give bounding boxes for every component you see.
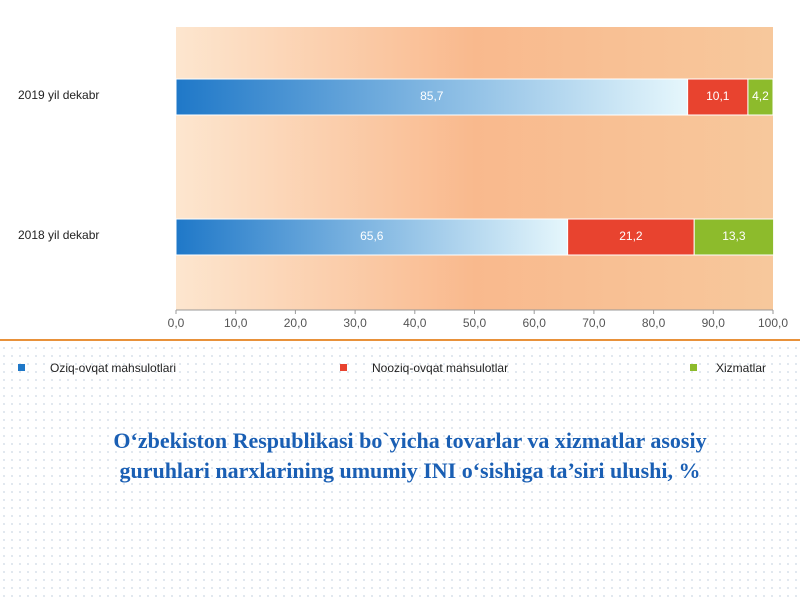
y-tick-label: 2019 yil dekabr <box>18 88 99 102</box>
x-tick-label: 90,0 <box>702 316 726 330</box>
x-tick-label: 80,0 <box>642 316 666 330</box>
x-tick-label: 60,0 <box>523 316 547 330</box>
legend-swatch <box>690 364 697 371</box>
value-label: 21,2 <box>619 229 643 243</box>
x-tick-label: 10,0 <box>224 316 248 330</box>
x-tick-label: 30,0 <box>343 316 367 330</box>
value-label: 13,3 <box>722 229 746 243</box>
value-label: 85,7 <box>420 89 444 103</box>
x-tick-label: 20,0 <box>284 316 308 330</box>
x-tick-label: 0,0 <box>168 316 185 330</box>
bar-segment <box>693 218 775 256</box>
bar-segment <box>175 218 569 256</box>
chart: 0,0 10,0 20,0 30,0 40,0 50,0 60,0 70,0 80,0 90,0 1… <box>0 27 800 376</box>
legend-label: Oziq-ovqat mahsulotlari <box>50 361 176 375</box>
bar-segment <box>175 78 689 116</box>
value-label: 65,6 <box>360 229 384 243</box>
legend-swatch <box>340 364 347 371</box>
x-tick-label: 100,0 <box>758 316 788 330</box>
x-tick-label: 40,0 <box>403 316 427 330</box>
legend-label: Nooziq-ovqat mahsulotlar <box>372 361 508 375</box>
legend-swatch <box>18 364 25 371</box>
bar-segment <box>687 78 749 116</box>
x-tick-label: 70,0 <box>582 316 606 330</box>
bar-segment <box>747 78 774 116</box>
legend-label: Xizmatlar <box>716 361 766 375</box>
value-label: 10,1 <box>706 89 730 103</box>
chart-title: O‘zbekiston Respublikasi bo`yicha tovarl… <box>113 428 707 483</box>
y-tick-label: 2018 yil dekabr <box>18 228 99 242</box>
value-label: 4,2 <box>752 89 769 103</box>
x-tick-label: 50,0 <box>463 316 487 330</box>
plot-area <box>176 27 773 310</box>
